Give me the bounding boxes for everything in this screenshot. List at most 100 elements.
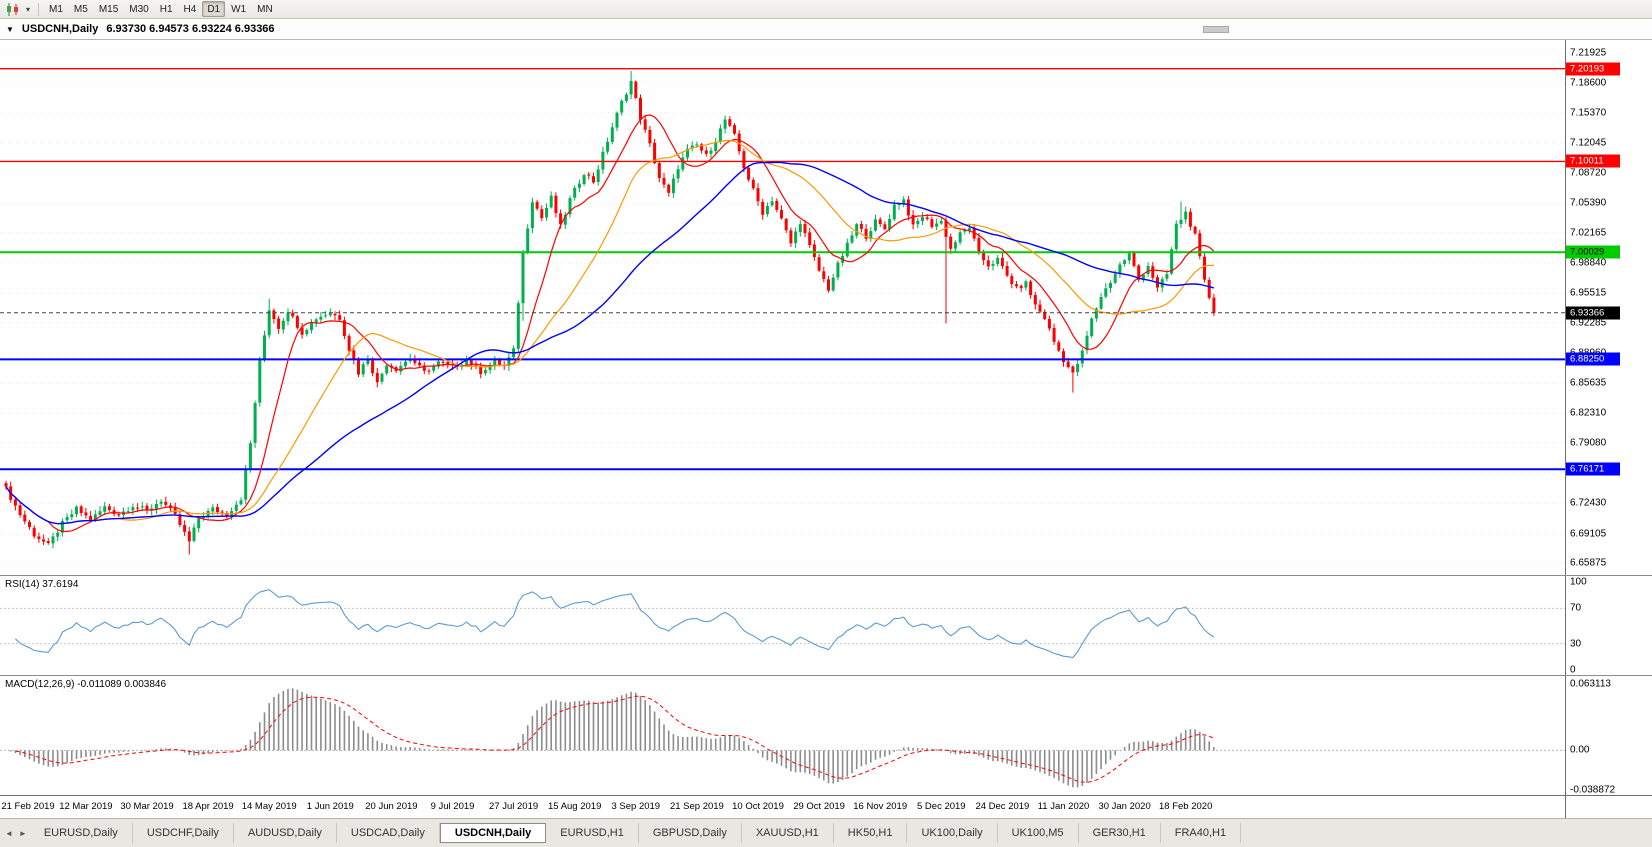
rsi-tick: 100 (1570, 576, 1587, 588)
tab-eurusd-daily[interactable]: EURUSD,Daily (30, 823, 133, 843)
macd-plot-svg (0, 688, 1565, 788)
rsi-tick: 30 (1570, 638, 1582, 650)
chart-menu-icon[interactable]: ▼ (6, 24, 14, 34)
rsi-axis[interactable]: 100 70 30 0 (1565, 576, 1652, 675)
tab-gbpusd-daily[interactable]: GBPUSD,Daily (639, 823, 742, 843)
rsi-panel: RSI(14) 37.6194 100 70 30 0 (0, 575, 1652, 675)
date-label: 9 Jul 2019 (430, 801, 475, 812)
rsi-tick: 70 (1570, 602, 1582, 614)
chart-hscrollbar-thumb[interactable] (1203, 26, 1229, 33)
tab-xauusd-h1[interactable]: XAUUSD,H1 (742, 823, 834, 843)
date-label: 20 Jun 2019 (365, 801, 418, 812)
date-label: 16 Nov 2019 (853, 801, 908, 812)
chart-symbol-title: USDCNH,Daily (21, 23, 99, 35)
date-label: 18 Apr 2019 (182, 801, 234, 812)
candlestick-chart[interactable] (0, 40, 1565, 575)
date-label: 21 Sep 2019 (669, 801, 724, 812)
timeframe-m5[interactable]: M5 (69, 1, 93, 17)
price-tick: 6.65875 (1570, 557, 1607, 569)
tab-scroll-right-icon[interactable]: ► (18, 828, 27, 838)
tab-eurusd-h1[interactable]: EURUSD,H1 (546, 823, 639, 843)
time-axis[interactable]: 21 Feb 2019 12 Mar 2019 30 Mar 2019 18 Apr … (0, 795, 1652, 818)
date-label: 30 Jan 2020 (1098, 801, 1151, 812)
date-label: 12 Mar 2019 (59, 801, 113, 812)
price-tick: 6.79080 (1570, 437, 1607, 449)
axis-corner-divider (1565, 796, 1566, 818)
price-tick: 7.02165 (1570, 227, 1607, 239)
tab-audusd-daily[interactable]: AUDUSD,Daily (234, 823, 337, 843)
macd-tick: 0.00 (1570, 744, 1590, 756)
price-line-badge: 7.00029 (1566, 245, 1620, 259)
rsi-label: RSI(14) 37.6194 (5, 579, 79, 590)
timeframe-h1[interactable]: H1 (155, 1, 178, 17)
tab-ger30-h1[interactable]: GER30,H1 (1079, 823, 1161, 843)
chart-type-dropdown-icon[interactable]: ▾ (26, 4, 31, 14)
price-tick: 6.98840 (1570, 257, 1607, 269)
price-panel: 7.21925 7.18600 7.15370 7.12045 7.08720 7.053… (0, 40, 1652, 575)
price-tick: 6.85635 (1570, 377, 1607, 389)
price-tick: 6.69105 (1570, 528, 1607, 540)
tab-usdchf-daily[interactable]: USDCHF,Daily (133, 823, 234, 843)
price-line-badge: 7.10011 (1566, 154, 1620, 168)
rsi-plot-svg (0, 589, 1565, 659)
price-tick: 6.72430 (1570, 497, 1607, 509)
timeframe-mn[interactable]: MN (252, 1, 278, 17)
candlestick-glyph (7, 2, 18, 16)
macd-chart[interactable]: MACD(12,26,9) -0.011089 0.003846 (0, 676, 1565, 795)
date-label: 27 Jul 2019 (489, 801, 539, 812)
price-tick: 7.18600 (1570, 77, 1607, 89)
date-label: 10 Oct 2019 (732, 801, 784, 812)
macd-panel: MACD(12,26,9) -0.011089 0.003846 0.06311… (0, 675, 1652, 795)
price-tick: 7.08720 (1570, 167, 1607, 179)
price-axis[interactable]: 7.21925 7.18600 7.15370 7.12045 7.08720 7.053… (1565, 40, 1652, 575)
price-tick: 7.05390 (1570, 197, 1607, 209)
timeframe-m1[interactable]: M1 (44, 1, 68, 17)
macd-axis[interactable]: 0.063113 0.00 -0.038872 (1565, 676, 1652, 795)
toolbar-separator (38, 2, 40, 16)
price-tick: 6.95515 (1570, 287, 1607, 299)
macd-tick: 0.063113 (1570, 678, 1611, 690)
timeframe-m15[interactable]: M15 (94, 1, 123, 17)
top-toolbar: ▾ M1 M5 M15 M30 H1 H4 D1 W1 MN (0, 0, 1652, 19)
price-tick: 7.21925 (1570, 47, 1607, 59)
tab-fra40-h1[interactable]: FRA40,H1 (1161, 823, 1242, 843)
tab-uk100-m5[interactable]: UK100,M5 (998, 823, 1079, 843)
rsi-chart[interactable]: RSI(14) 37.6194 (0, 576, 1565, 675)
tab-usdcad-daily[interactable]: USDCAD,Daily (337, 823, 440, 843)
price-line-badge: 6.76171 (1566, 462, 1620, 476)
price-line-badge: 6.88250 (1566, 352, 1620, 366)
timeframe-w1[interactable]: W1 (226, 1, 251, 17)
chart-tabs: EURUSD,Daily USDCHF,Daily AUDUSD,Daily USDC… (30, 819, 1242, 847)
date-label: 3 Sep 2019 (611, 801, 661, 812)
tab-usdcnh-daily[interactable]: USDCNH,Daily (439, 823, 547, 843)
date-label: 11 Jan 2020 (1037, 801, 1090, 812)
timeframe-h4[interactable]: H4 (179, 1, 202, 17)
date-label: 29 Oct 2019 (793, 801, 845, 812)
timeframe-buttons: M1 M5 M15 M30 H1 H4 D1 W1 MN (44, 1, 278, 17)
date-label: 1 Jun 2019 (306, 801, 354, 812)
macd-label: MACD(12,26,9) -0.011089 0.003846 (5, 679, 167, 690)
tab-hk50-h1[interactable]: HK50,H1 (834, 823, 908, 843)
price-tick: 6.82310 (1570, 407, 1607, 419)
macd-tick: -0.038872 (1570, 784, 1616, 796)
date-label: 24 Dec 2019 (975, 801, 1030, 812)
chart-tab-bar: ◄ ► EURUSD,Daily USDCHF,Daily AUDUSD,Daily… (0, 818, 1652, 847)
price-tick: 7.12045 (1570, 137, 1607, 149)
timeframe-m30[interactable]: M30 (124, 1, 153, 17)
price-tick: 7.15370 (1570, 107, 1607, 119)
date-label: 30 Mar 2019 (120, 801, 174, 812)
price-tick: 6.92285 (1570, 317, 1607, 329)
date-label: 14 May 2019 (241, 801, 297, 812)
tab-uk100-daily[interactable]: UK100,Daily (907, 823, 998, 843)
price-line-badge: 7.20193 (1566, 62, 1620, 76)
date-label: 15 Aug 2019 (548, 801, 602, 812)
chart-type-icon[interactable] (3, 1, 22, 17)
price-plot-svg (0, 52, 1565, 564)
date-label: 18 Feb 2020 (1159, 801, 1213, 812)
chart-ohlc-values: 6.93730 6.94573 6.93224 6.93366 (106, 23, 275, 35)
date-label: 5 Dec 2019 (917, 801, 966, 812)
timeframe-d1[interactable]: D1 (202, 1, 226, 17)
tab-scroll-left-icon[interactable]: ◄ (5, 828, 13, 838)
chart-title-bar: ▼ USDCNH,Daily 6.93730 6.94573 6.93224 6… (0, 19, 1652, 40)
